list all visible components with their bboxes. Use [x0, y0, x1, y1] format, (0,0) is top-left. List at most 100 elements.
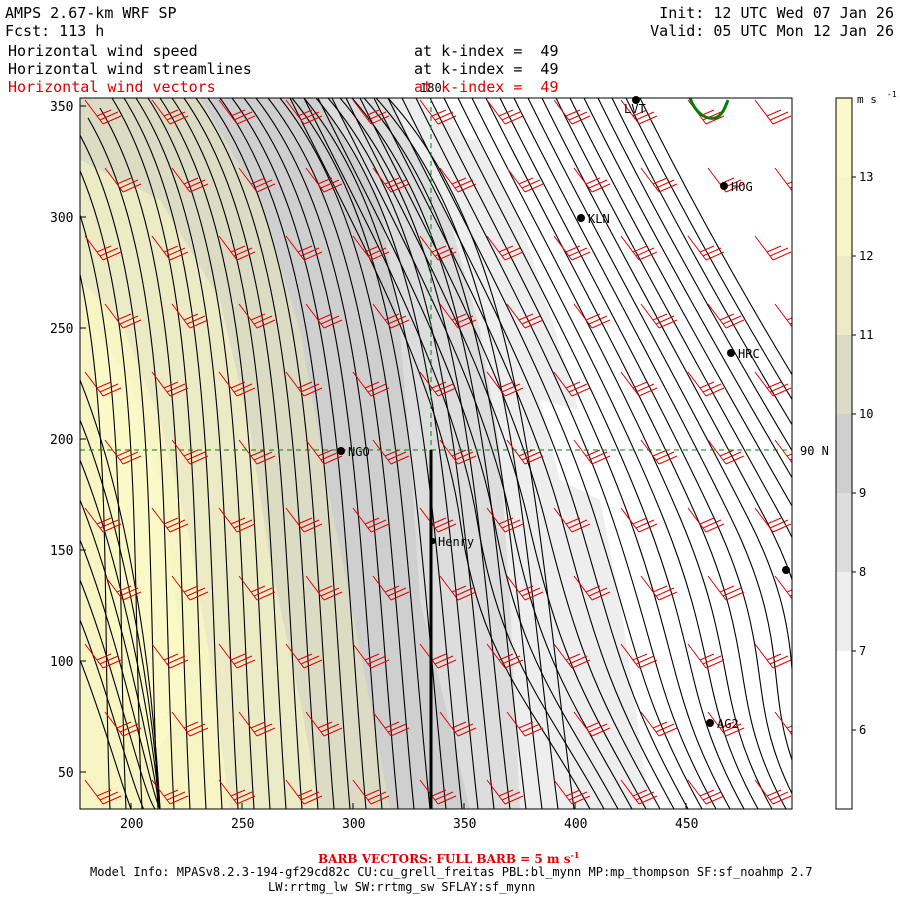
field-level-vectors: at k-index = 49: [414, 78, 559, 96]
wind-barb: [419, 507, 457, 533]
wind-barb: [151, 235, 189, 261]
station-lvt: LVT: [624, 96, 646, 116]
wind-barb: [151, 643, 189, 669]
streamline: [345, 98, 647, 809]
streamline: [315, 98, 479, 809]
wind-barb: [754, 99, 792, 125]
wind-barb: [573, 303, 611, 329]
streamline: [80, 499, 161, 809]
streamline: [207, 98, 335, 809]
wind-barb: [687, 507, 725, 533]
streamline: [499, 98, 792, 795]
barb-note: BARB VECTORS: FULL BARB = 5 m s-1: [318, 850, 580, 866]
colorbar-swatch: [836, 177, 852, 257]
wind-barb: [486, 371, 524, 397]
wind-barb: [573, 575, 611, 601]
x-tick-300: 300: [342, 817, 365, 832]
streamline: [527, 98, 792, 676]
station-kln: KLN: [577, 212, 610, 226]
streamline: [339, 98, 511, 809]
streamline: [611, 98, 792, 426]
wind-barb: [372, 711, 410, 737]
x-tick-450: 450: [675, 817, 698, 832]
wind-barb: [754, 643, 792, 669]
colorbar-swatch: [836, 651, 852, 731]
wind-barb: [104, 575, 142, 601]
svg-text:KLN: KLN: [588, 212, 610, 226]
streamline: [569, 98, 792, 508]
colorbar: m s -1 13 12 11 10 9 8 7 6: [835, 90, 897, 810]
wind-barb: [305, 167, 343, 193]
x-tick-350: 350: [453, 817, 476, 832]
wind-barb: [439, 167, 477, 193]
colorbar-label: 10: [859, 407, 873, 421]
streamline: [80, 272, 111, 809]
wind-barb: [506, 575, 544, 601]
barb-note-exp: -1: [570, 850, 580, 860]
wind-barb: [171, 439, 209, 465]
streamline: [80, 419, 161, 809]
wind-barb: [573, 711, 611, 737]
wind-barb: [754, 235, 792, 261]
wind-barb: [419, 643, 457, 669]
streamline: [195, 98, 319, 809]
wind-barb: [238, 303, 276, 329]
y-tick-200: 200: [50, 433, 73, 448]
colorbar-label: 7: [859, 644, 866, 658]
streamline: [331, 98, 633, 809]
wind-barb: [285, 235, 323, 261]
wind-barb: [553, 235, 591, 261]
streamline: [363, 98, 543, 809]
streamline: [387, 98, 575, 809]
x-tick-400: 400: [564, 817, 587, 832]
wind-barb: [687, 235, 725, 261]
streamline: [401, 98, 703, 809]
streamline: [99, 107, 191, 809]
streamline: [159, 98, 271, 809]
wind-barb: [553, 99, 591, 125]
wind-barb: [620, 779, 658, 805]
wind-barb: [553, 779, 591, 805]
colorbar-label: 8: [859, 565, 866, 579]
wind-barb: [352, 779, 390, 805]
wind-barb: [419, 371, 457, 397]
station-hrc: HRC: [727, 347, 760, 361]
wind-barb: [439, 303, 477, 329]
wind-barb: [707, 711, 745, 737]
streamline: [80, 619, 160, 809]
wind-barb: [707, 303, 745, 329]
wind-barb: [419, 779, 457, 805]
wind-barb: [486, 779, 524, 805]
wind-barb: [620, 371, 658, 397]
wind-barb: [506, 303, 544, 329]
wind-barb: [553, 507, 591, 533]
init-time: Init: 12 UTC Wed 07 Jan 26: [659, 4, 894, 22]
streamline: [80, 659, 160, 809]
wind-barb: [352, 371, 390, 397]
lat-label: 90 N: [800, 444, 829, 458]
streamline: [80, 213, 127, 809]
wind-barb: [171, 575, 209, 601]
wind-barb: [151, 371, 189, 397]
wind-barb: [151, 779, 189, 805]
physics-info: LW:rrtmg_lw SW:rrtmg_sw SFLAY:sf_mynn: [268, 880, 536, 894]
wind-barb: [707, 167, 745, 193]
wind-barb: [640, 439, 678, 465]
y-tick-300: 300: [50, 211, 73, 226]
streamline: [415, 98, 717, 809]
field-level-streamlines: at k-index = 49: [414, 60, 559, 78]
wind-barb: [486, 235, 524, 261]
wind-barb: [104, 167, 142, 193]
streamline: [327, 98, 495, 809]
streamline: [457, 98, 759, 809]
streamline: [123, 98, 223, 809]
wind-barb: [171, 303, 209, 329]
streamline: [135, 98, 239, 809]
wind-barb: [486, 507, 524, 533]
valid-time: Valid: 05 UTC Mon 12 Jan 26: [650, 22, 894, 40]
streamline: [171, 98, 287, 809]
streamline: [87, 117, 175, 809]
wind-barb: [486, 99, 524, 125]
colorbar-swatch: [836, 256, 852, 336]
